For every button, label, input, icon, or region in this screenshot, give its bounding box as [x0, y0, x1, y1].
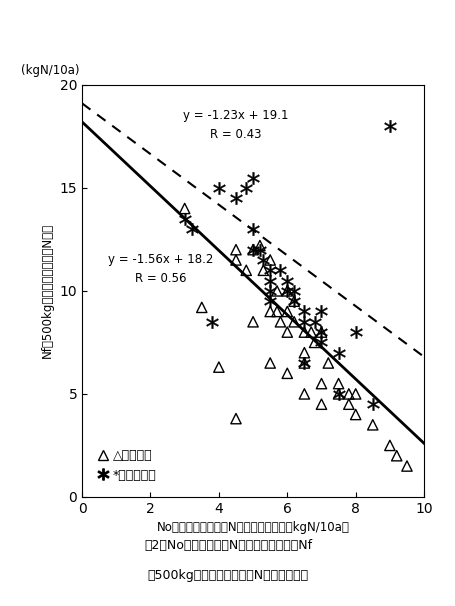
Point	[283, 286, 290, 296]
Point	[290, 296, 297, 306]
Point	[334, 389, 341, 399]
Point	[187, 224, 195, 234]
Point	[344, 389, 352, 399]
Point	[369, 399, 376, 409]
Point	[242, 265, 249, 275]
Point	[283, 327, 290, 337]
Point	[369, 420, 376, 430]
Point	[249, 173, 256, 182]
Point	[317, 327, 324, 337]
Point	[317, 379, 324, 388]
Text: y = -1.23x + 19.1: y = -1.23x + 19.1	[183, 109, 288, 122]
Text: R = 0.43: R = 0.43	[210, 128, 261, 141]
Point	[351, 327, 359, 337]
Point	[300, 317, 308, 327]
Text: （500kg収量確保に必要なN量）との関係: （500kg収量確保に必要なN量）との関係	[147, 569, 308, 582]
Point	[351, 410, 359, 419]
Point	[181, 204, 188, 213]
Point	[334, 389, 341, 399]
Point	[242, 183, 249, 193]
X-axis label: No（無窒素区水稲のN吸収量推定値）（kgN/10a）: No（無窒素区水稲のN吸収量推定値）（kgN/10a）	[157, 521, 349, 534]
Point	[283, 276, 290, 285]
Point	[232, 255, 239, 265]
Point	[256, 241, 263, 250]
Point	[317, 338, 324, 347]
Point	[283, 307, 290, 316]
Point	[283, 286, 290, 296]
Point	[290, 317, 297, 327]
Point	[300, 389, 308, 399]
Point	[266, 255, 273, 265]
Point	[300, 307, 308, 316]
Point	[317, 399, 324, 409]
Point	[283, 368, 290, 378]
Point	[276, 317, 283, 327]
Point	[310, 338, 318, 347]
Point	[256, 245, 263, 255]
Point	[307, 327, 314, 337]
Point	[300, 327, 308, 337]
Y-axis label: Nf（500kg収量確保に必要なN量）: Nf（500kg収量確保に必要なN量）	[41, 224, 54, 358]
Point	[290, 286, 297, 296]
Point	[403, 461, 410, 471]
Point	[266, 265, 273, 275]
Point	[300, 358, 308, 368]
Point	[266, 307, 273, 316]
Point	[249, 224, 256, 234]
Point	[385, 441, 393, 450]
Point	[300, 358, 308, 368]
Point	[317, 307, 324, 316]
Point	[273, 286, 280, 296]
Point	[276, 265, 283, 275]
Point	[249, 245, 256, 255]
Point	[310, 317, 318, 327]
Point	[259, 265, 266, 275]
Point	[197, 302, 205, 312]
Point	[334, 379, 341, 388]
Text: (kgN/10a): (kgN/10a)	[20, 64, 79, 76]
Point	[259, 255, 266, 265]
Point	[317, 327, 324, 337]
Point	[300, 348, 308, 358]
Point	[385, 121, 393, 131]
Point	[266, 286, 273, 296]
Point	[181, 214, 188, 224]
Point	[249, 317, 256, 327]
Text: 図2　No（無窒素区のN吸収量推定値）とNf: 図2 No（無窒素区のN吸収量推定値）とNf	[144, 539, 311, 552]
Point	[215, 362, 222, 372]
Point	[344, 399, 352, 409]
Point	[392, 451, 399, 461]
Point	[266, 296, 273, 306]
Point	[249, 245, 256, 255]
Point	[290, 296, 297, 306]
Point	[232, 193, 239, 203]
Text: R = 0.56: R = 0.56	[135, 272, 186, 285]
Text: y = -1.56x + 18.2: y = -1.56x + 18.2	[108, 253, 213, 267]
Point	[273, 307, 280, 316]
Point	[208, 317, 215, 327]
Legend: △単作水田, *二毛作水田: △単作水田, *二毛作水田	[91, 444, 162, 487]
Point	[266, 358, 273, 368]
Point	[324, 358, 331, 368]
Point	[351, 389, 359, 399]
Point	[232, 414, 239, 424]
Point	[215, 183, 222, 193]
Point	[334, 348, 341, 358]
Point	[232, 245, 239, 255]
Point	[266, 276, 273, 285]
